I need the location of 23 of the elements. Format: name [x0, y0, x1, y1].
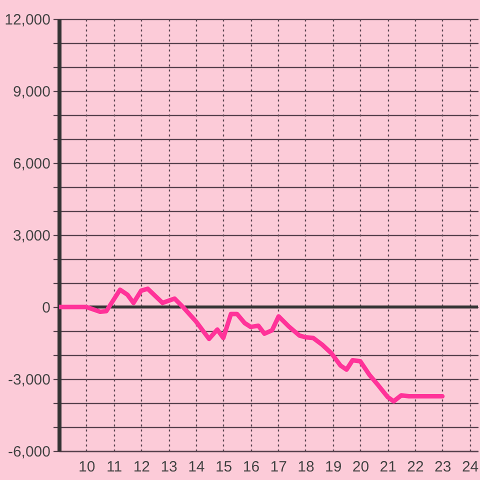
x-tick-label: 24 — [462, 458, 479, 476]
y-tick-label: -6,000 — [8, 444, 50, 460]
x-tick-label: 14 — [188, 458, 205, 476]
x-tick-label: 12 — [133, 458, 150, 476]
x-tick-label: 11 — [106, 458, 122, 476]
x-tick-label: 18 — [298, 458, 314, 476]
x-tick-label: 13 — [160, 458, 178, 476]
x-tick-label: 15 — [215, 458, 232, 476]
y-tick-label: 3,000 — [12, 228, 50, 244]
line-series — [59, 286, 445, 404]
y-tick-label: 0 — [42, 300, 50, 316]
x-tick-label: 10 — [78, 458, 96, 476]
x-tick-label: 21 — [380, 458, 396, 476]
x-tick-label: 17 — [270, 458, 287, 476]
x-tick-label: 22 — [407, 458, 424, 476]
x-tick-label: 16 — [242, 458, 260, 476]
y-tick-label: 12,000 — [4, 12, 50, 28]
x-tick-label: 19 — [325, 458, 342, 476]
y-tick-label: -3,000 — [8, 372, 50, 388]
x-tick-label: 20 — [352, 458, 370, 476]
x-tick-label: 23 — [434, 458, 452, 476]
y-tick-label: 9,000 — [12, 84, 50, 100]
y-tick-label: 6,000 — [12, 156, 50, 172]
